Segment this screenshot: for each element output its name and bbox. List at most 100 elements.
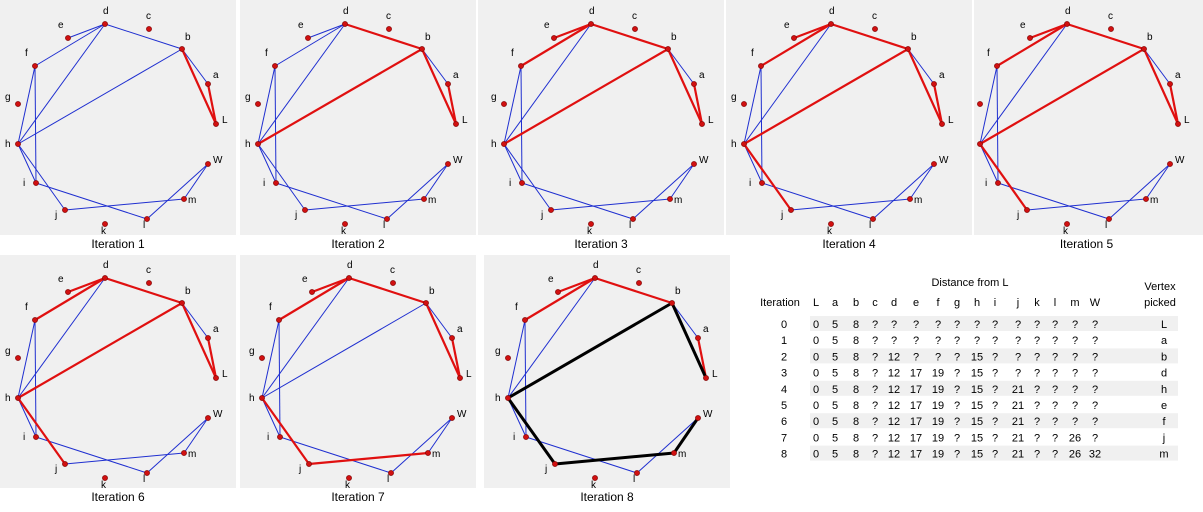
vertex-picked-cell: e [1161,400,1167,412]
edge-m-W [427,417,453,454]
vertex-e [309,289,315,295]
vertex-k [588,221,594,227]
vertex-g [501,101,507,107]
highlighted-edge-b-h [743,48,909,145]
vertex-l [634,470,640,476]
distance-cell: 8 [853,335,859,347]
column-header-e: e [913,297,919,309]
vertex-k [102,475,108,481]
distance-cell: ? [954,449,960,461]
distance-cell: 15 [971,400,983,412]
vertex-f [994,63,1000,69]
highlighted-edge-j-h [979,143,1028,211]
vertex-e [305,35,311,41]
vertex-k [102,221,108,227]
distance-cell: ? [935,335,941,347]
vertex-a [205,81,211,87]
edge-h-i [979,143,999,184]
distance-cell: ? [992,449,998,461]
edge-d-h [257,23,346,145]
vertex-label-d: d [829,6,835,17]
vertex-label-j: j [780,210,783,221]
iteration-number: 5 [781,400,787,412]
vertex-label-a: a [703,324,709,335]
distance-cell: 5 [832,319,838,331]
distance-cell: 5 [832,384,838,396]
distance-cell: ? [1052,384,1058,396]
vertex-label-W: W [699,155,709,166]
vertex-b [1141,46,1147,52]
distance-cell: ? [872,351,878,363]
distance-cell: 21 [1012,432,1024,444]
vertex-label-k: k [1063,226,1069,235]
vertex-g [259,355,265,361]
distance-cell: ? [1052,368,1058,380]
vertex-label-a: a [213,324,219,335]
distance-cell: ? [1052,319,1058,331]
vertex-a [931,81,937,87]
vertex-label-f: f [25,48,28,59]
distance-cell: ? [1072,368,1078,380]
edge-m-W [909,163,935,200]
distance-cell: 17 [910,416,922,428]
vertex-label-f: f [751,48,754,59]
column-header-h: h [974,297,980,309]
row-stripe [810,348,1178,364]
iteration-number: 2 [781,351,787,363]
vertex-a [691,81,697,87]
iteration-caption: Iteration 2 [331,237,385,251]
vertex-label-e: e [302,274,308,285]
edge-f-i [996,65,999,184]
vertex-f [758,63,764,69]
vertex-m [671,450,677,456]
highlighted-edge-d-e [793,22,832,40]
vertex-W [205,161,211,167]
edge-b-a [907,48,935,85]
edge-f-h [257,65,276,145]
graph-canvas-6: d c e b f a g Lh Wi m j l k [5,260,228,488]
vertex-j [302,207,308,213]
distance-cell: 5 [832,416,838,428]
edge-l-W [146,417,209,474]
vertex-label-g: g [491,92,497,103]
vertex-k [346,475,352,481]
edge-b-a [425,302,453,339]
vertex-label-m: m [674,195,682,206]
vertex-label-k: k [101,480,107,488]
graph-canvas-1: d c e b f a g Lh Wi m j l k [5,6,228,235]
edge-i-l [275,182,388,220]
edge-j-m [64,198,185,211]
distance-cell: ? [954,319,960,331]
vertex-c [636,280,642,286]
distance-cell: ? [1072,351,1078,363]
vertex-e [65,289,71,295]
vertex-label-e: e [784,20,790,31]
distance-cell: 15 [971,351,983,363]
edge-j-h [17,143,66,211]
highlighted-edge-b-L [420,48,458,125]
vertex-label-a: a [1175,70,1181,81]
vertex-picked-cell: h [1161,384,1167,396]
vertex-label-L: L [948,115,954,126]
vertex-e [65,35,71,41]
distance-cell: 5 [832,449,838,461]
vertex-k [592,475,598,481]
vertex-label-b: b [671,32,677,43]
edge-i-l [279,436,392,474]
highlighted-edge-d-e [67,276,106,294]
highlighted-edge-b-L [180,48,218,125]
distance-cell: ? [954,416,960,428]
vertex-W [449,415,455,421]
highlighted-edge-d-f [760,23,832,67]
vertex-label-k: k [341,226,347,235]
vertex-h [505,395,511,401]
column-header-m: m [1070,297,1079,309]
vertex-j [788,207,794,213]
vertex-L [699,121,705,127]
distance-cell: ? [1034,351,1040,363]
vertex-label-i: i [749,178,751,189]
distance-cell: ? [1015,368,1021,380]
highlighted-edge-d-e [311,276,350,294]
vertex-label-l: l [143,474,145,485]
edge-h-i [17,143,37,184]
